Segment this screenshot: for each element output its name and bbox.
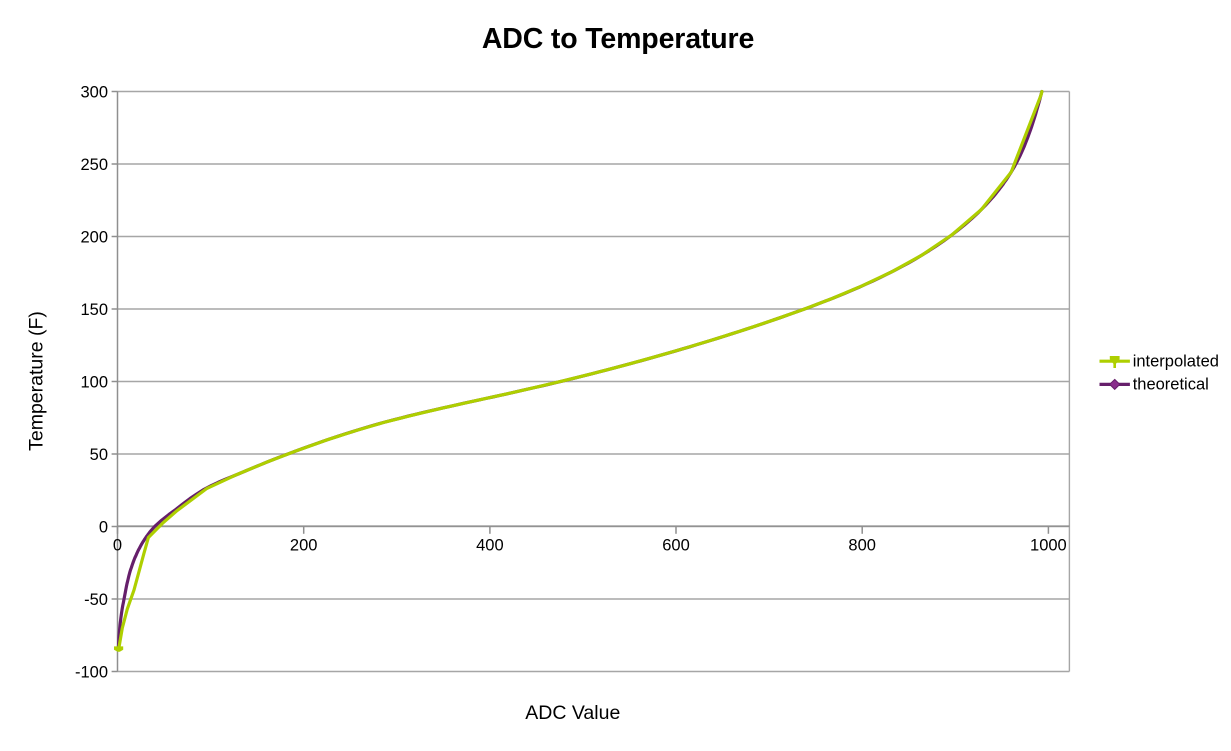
svg-text:theoretical: theoretical	[1133, 376, 1209, 394]
svg-text:1000: 1000	[1030, 537, 1067, 555]
svg-text:Temperature (F): Temperature (F)	[26, 311, 48, 451]
svg-text:0: 0	[99, 518, 108, 536]
svg-text:-50: -50	[84, 591, 108, 609]
svg-text:250: 250	[80, 156, 108, 174]
svg-text:300: 300	[80, 83, 108, 101]
svg-text:600: 600	[662, 537, 690, 555]
svg-text:interpolated: interpolated	[1133, 352, 1219, 370]
svg-text:200: 200	[80, 228, 108, 246]
svg-text:ADC Value: ADC Value	[525, 702, 620, 724]
svg-text:800: 800	[848, 537, 876, 555]
svg-text:0: 0	[113, 537, 122, 555]
svg-text:150: 150	[80, 301, 108, 319]
svg-text:ADC to Temperature: ADC to Temperature	[482, 23, 754, 55]
svg-text:-100: -100	[75, 663, 108, 681]
svg-text:50: 50	[90, 446, 108, 464]
svg-text:400: 400	[476, 537, 504, 555]
svg-text:100: 100	[80, 373, 108, 391]
svg-text:200: 200	[290, 537, 318, 555]
